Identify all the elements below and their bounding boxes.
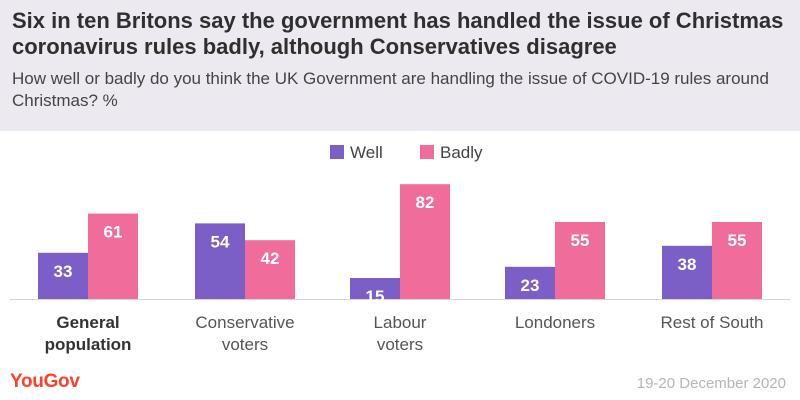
bar-well-2 bbox=[350, 278, 400, 299]
bar-well-1 bbox=[195, 223, 245, 299]
survey-date: 19-20 December 2020 bbox=[636, 375, 786, 392]
legend-swatch-well bbox=[330, 145, 344, 159]
category-label-line: Labour bbox=[374, 313, 427, 332]
category-label-line: voters bbox=[377, 335, 423, 354]
category-label-0: General population bbox=[45, 313, 132, 354]
category-label-3: Londoners bbox=[515, 313, 595, 332]
bar-badly-4 bbox=[712, 222, 762, 299]
data-label-badly-4: 55 bbox=[728, 231, 747, 250]
data-label-well-2: 15 bbox=[366, 287, 385, 306]
category-label-line: Rest of South bbox=[660, 313, 763, 332]
data-label-well-1: 54 bbox=[211, 232, 230, 251]
legend-label-well: Well bbox=[350, 143, 383, 162]
bar-well-3 bbox=[505, 266, 555, 299]
chart-title: Six in ten Britons say the government ha… bbox=[12, 8, 784, 59]
data-label-well-3: 23 bbox=[521, 276, 540, 295]
bar-badly-3 bbox=[555, 222, 605, 299]
bar-well-4 bbox=[662, 245, 712, 299]
data-label-badly-0: 61 bbox=[104, 223, 123, 242]
bar-chart: Well Badly 33 61 General population 54 42 Conser… bbox=[10, 143, 790, 354]
chart-subtitle: How well or badly do you think the UK Go… bbox=[12, 69, 769, 110]
bar-badly-0 bbox=[88, 213, 138, 299]
legend-label-badly: Badly bbox=[440, 143, 483, 162]
bar-badly-2 bbox=[400, 184, 450, 299]
category-label-line: General bbox=[56, 313, 119, 332]
data-label-well-4: 38 bbox=[678, 255, 697, 274]
yougov-logo: YouGov bbox=[10, 371, 80, 392]
data-label-badly-1: 42 bbox=[261, 249, 280, 268]
category-label-line: voters bbox=[222, 335, 268, 354]
data-label-badly-3: 55 bbox=[571, 231, 590, 250]
category-label-line: Conservative bbox=[195, 313, 294, 332]
category-label-1: Conservative voters bbox=[195, 313, 294, 354]
category-label-line: Londoners bbox=[515, 313, 595, 332]
category-label-2: Labour voters bbox=[374, 313, 427, 354]
data-label-badly-2: 82 bbox=[416, 193, 435, 212]
category-label-line: population bbox=[45, 335, 132, 354]
data-label-well-0: 33 bbox=[54, 262, 73, 281]
category-label-4: Rest of South bbox=[660, 313, 763, 332]
header-panel: Six in ten Britons say the government ha… bbox=[0, 0, 800, 131]
legend-swatch-badly bbox=[420, 145, 434, 159]
bar-badly-1 bbox=[245, 240, 295, 299]
bar-well-0 bbox=[38, 252, 88, 299]
